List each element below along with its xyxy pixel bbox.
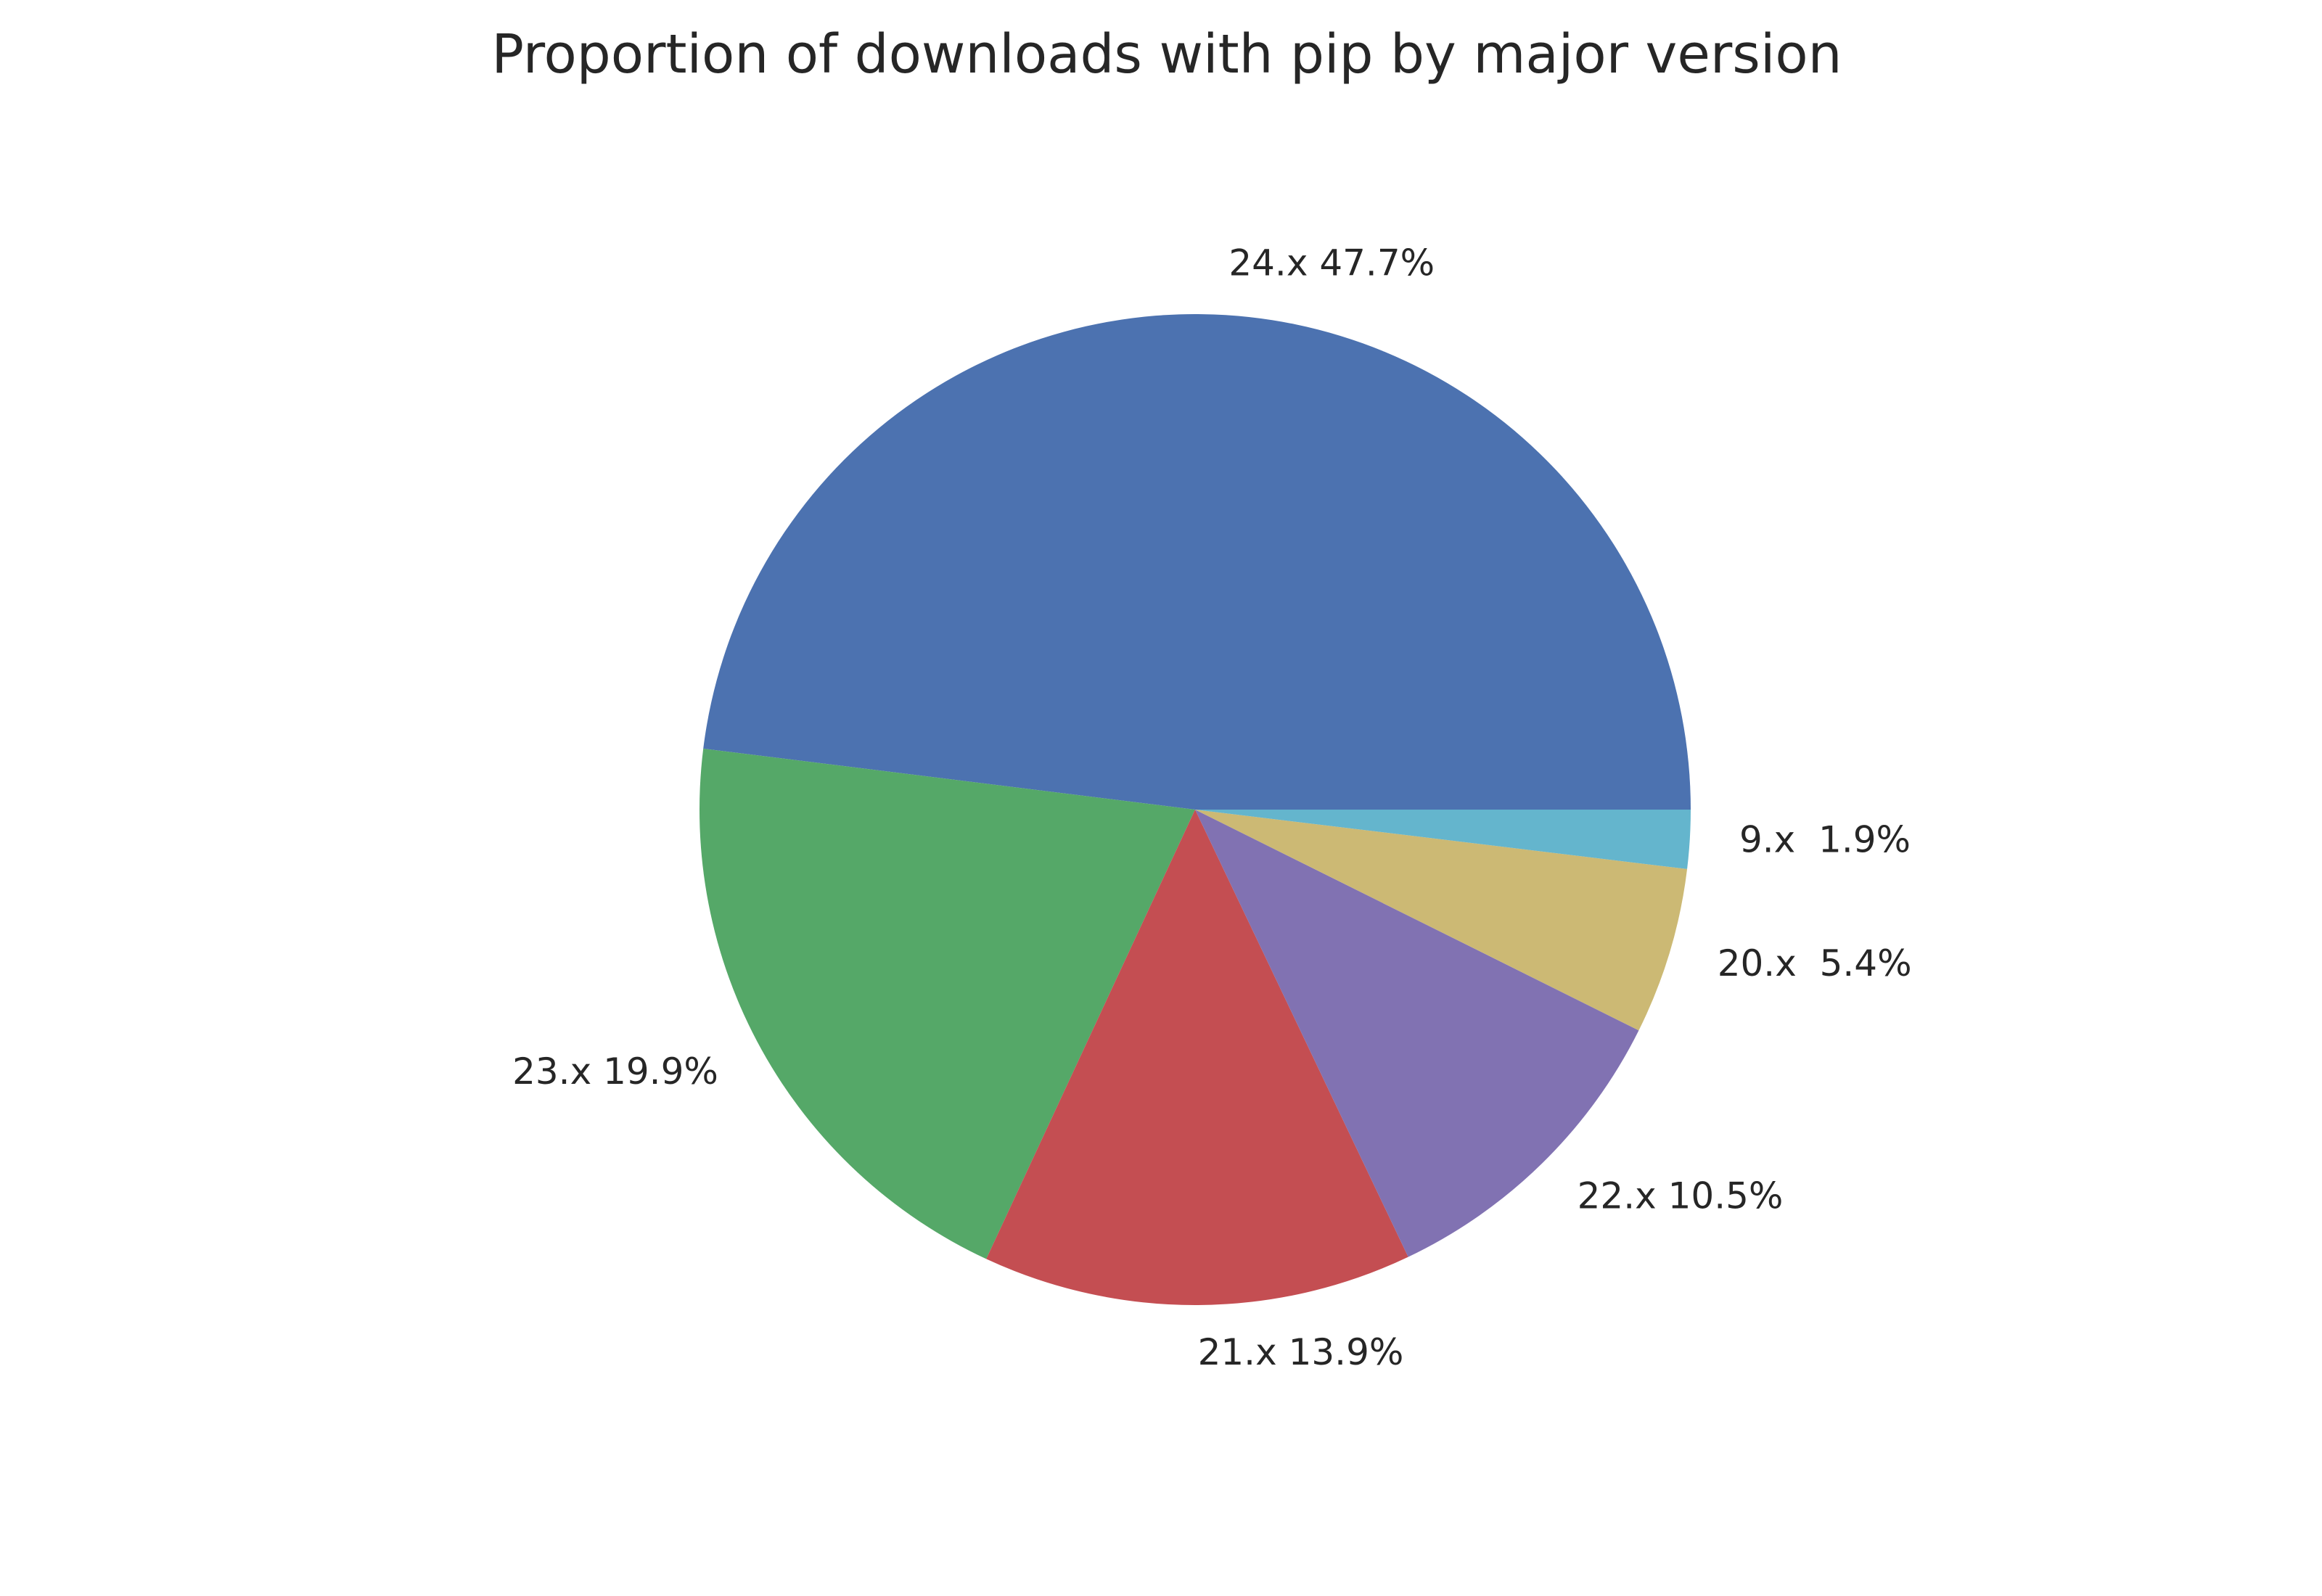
- slice-label-20.x: 20.x 5.4%: [1718, 942, 1912, 984]
- slice-label-24.x: 24.x 47.7%: [1228, 242, 1435, 284]
- slice-label-23.x: 23.x 19.9%: [512, 1050, 718, 1093]
- pie-labels: 24.x 47.7% 23.x 19.9% 21.x 13.9% 22.x 10.5%…: [512, 242, 1912, 1373]
- slice-label-22.x: 22.x 10.5%: [1578, 1175, 1784, 1217]
- slice-label-21.x: 21.x 13.9%: [1198, 1331, 1404, 1373]
- chart-title: Proportion of downloads with pip by majo…: [491, 23, 1842, 86]
- pie-slice-23.x: [700, 748, 1195, 1259]
- pie-slice-24.x: [703, 314, 1691, 810]
- pie-slice-9.x: [1195, 810, 1691, 869]
- slice-label-9.x: 9.x 1.9%: [1739, 819, 1911, 861]
- pie-slice-22.x: [1195, 810, 1639, 1257]
- pie-slice-20.x: [1195, 810, 1688, 1031]
- pie-slices: [700, 314, 1691, 1306]
- pie-slice-21.x: [986, 810, 1408, 1306]
